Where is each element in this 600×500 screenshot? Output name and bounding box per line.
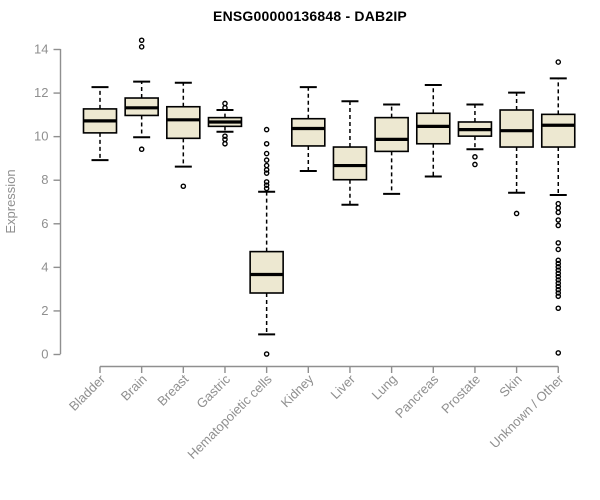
x-tick-label: Liver: [328, 371, 359, 402]
y-tick-label: 4: [41, 259, 48, 274]
iqr-box: [290, 117, 326, 147]
outlier-point: [472, 161, 478, 168]
outlier-point: [263, 182, 270, 188]
outlier-point: [263, 351, 270, 357]
outlier-point: [180, 183, 187, 190]
y-tick-label: 8: [41, 172, 48, 187]
outlier-point: [222, 133, 228, 139]
outlier-point: [222, 140, 228, 147]
outlier-point: [555, 205, 562, 211]
outlier-point: [555, 200, 562, 207]
x-tick-label: Brain: [118, 372, 150, 404]
boxplot-breast: [166, 81, 201, 190]
outlier-point: [555, 277, 562, 283]
iqr-box: [540, 113, 576, 148]
outlier-point: [263, 179, 270, 185]
boxplot-hematopoietic-cells: [249, 126, 284, 357]
outlier-point: [222, 100, 228, 107]
outlier-point: [555, 264, 562, 270]
boxplot-prostate: [457, 103, 493, 168]
outlier-point: [555, 222, 562, 229]
outlier-point: [263, 162, 270, 169]
outlier-point: [555, 283, 562, 290]
boxplot-liver: [332, 100, 368, 206]
outlier-point: [555, 257, 562, 264]
outlier-point: [222, 136, 228, 143]
x-tick-label: Bladder: [66, 371, 109, 414]
outlier-point: [513, 210, 520, 217]
y-tick-label: 12: [34, 85, 48, 100]
boxplot-skin: [499, 91, 534, 217]
outlier-point: [263, 150, 270, 157]
iqr-box: [332, 146, 368, 181]
boxplot-brain: [124, 37, 159, 153]
outlier-point: [263, 167, 270, 173]
outlier-point: [263, 140, 270, 147]
iqr-box: [374, 116, 409, 153]
x-tick-label: Skin: [496, 372, 524, 400]
outlier-point: [555, 273, 562, 280]
outlier-point: [263, 157, 270, 163]
boxplot-unknown-other: [540, 59, 576, 356]
boxplot-lung: [374, 103, 409, 195]
iqr-box: [249, 250, 284, 294]
boxplot-bladder: [82, 86, 118, 162]
outlier-point: [555, 305, 562, 312]
outlier-point: [555, 209, 562, 216]
x-tick-label: Unknown / Other: [487, 371, 567, 451]
outlier-point: [555, 293, 562, 300]
outlier-point: [263, 185, 270, 192]
x-tick-label: Gastric: [193, 371, 233, 411]
outlier-point: [138, 146, 145, 153]
outlier-point: [555, 267, 562, 273]
outlier-point: [263, 126, 270, 133]
x-tick-label: Kidney: [278, 371, 317, 410]
outlier-point: [222, 105, 228, 111]
x-tick-label: Breast: [154, 371, 191, 408]
outlier-point: [555, 217, 562, 223]
y-tick-label: 0: [41, 347, 48, 362]
outlier-point: [555, 280, 562, 286]
chart-title: ENSG00000136848 - DAB2IP: [213, 8, 407, 24]
iqr-box: [415, 112, 451, 145]
outlier-point: [263, 170, 270, 176]
iqr-box: [499, 109, 534, 148]
y-tick-label: 6: [41, 216, 48, 231]
outlier-point: [555, 290, 562, 296]
y-tick-label: 10: [34, 129, 48, 144]
boxplot-kidney: [290, 86, 326, 172]
y-axis-label: Expression: [3, 169, 18, 233]
boxplot-pancreas: [415, 83, 451, 178]
x-tick-label: Pancreas: [392, 371, 442, 421]
outlier-point: [472, 154, 478, 160]
outlier-point: [555, 240, 562, 246]
outlier-point: [555, 59, 562, 65]
outlier-point: [138, 37, 145, 44]
boxplot-gastric: [207, 100, 243, 147]
outlier-point: [555, 260, 562, 267]
outlier-point: [555, 350, 562, 356]
outlier-point: [555, 270, 562, 277]
x-tick-label: Prostate: [438, 372, 483, 417]
outlier-point: [555, 286, 562, 293]
y-axis: 0 2 4 6 8 10 12 14 Expression: [3, 42, 62, 362]
outlier-point: [138, 44, 145, 50]
x-tick-label: Lung: [369, 372, 400, 403]
y-tick-label: 14: [34, 42, 48, 57]
iqr-box: [166, 105, 201, 140]
outlier-point: [555, 246, 562, 253]
y-tick-label: 2: [41, 303, 48, 318]
